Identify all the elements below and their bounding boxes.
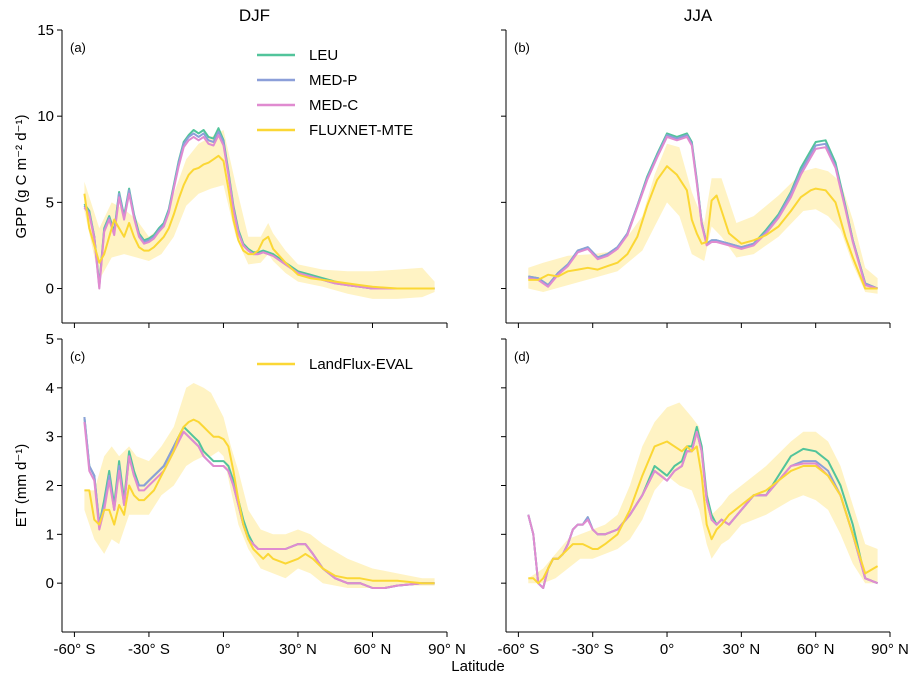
x-tick-label: 0° — [216, 641, 230, 658]
panel-title: JJA — [684, 6, 713, 25]
series-line-landflux-eval — [84, 418, 435, 585]
series-line-landflux-eval — [528, 440, 879, 585]
x-tick-label: -30° S — [572, 641, 614, 658]
x-tick-label: -60° S — [497, 641, 539, 658]
panel-label: (c) — [70, 349, 85, 364]
y-tick-label: 3 — [46, 429, 54, 446]
panel-b-gpp-jja: (b) JJA — [501, 6, 891, 328]
x-tick-label: 60° N — [354, 641, 392, 658]
y-tick-label: 1 — [46, 526, 54, 543]
x-axis-label: Latitude — [451, 658, 504, 675]
series-line-med-p — [83, 130, 435, 290]
y-tick-label: 15 — [37, 22, 54, 39]
series-line-fluxnet-mte — [528, 165, 878, 290]
legend-label: LandFlux-EVAL — [309, 356, 413, 373]
legend-label: LEU — [309, 47, 338, 64]
y-tick-label: 4 — [46, 380, 54, 397]
y-tick-label: 0 — [46, 575, 54, 592]
panel-c-et-djf: 0 1 2 3 4 5 -60° S -30° S 0° 30° N 60° N 90° N (c) ET… — [13, 331, 466, 658]
x-tick-label: 90° N — [428, 641, 466, 658]
x-tick-label: 90° N — [871, 641, 909, 658]
y-tick-label: 5 — [46, 331, 54, 348]
legend-label: MED-C — [309, 97, 358, 114]
y-tick-label: 5 — [46, 194, 54, 211]
y-tick-label: 2 — [46, 478, 54, 495]
y-tick-label: 10 — [37, 108, 54, 125]
panel-label: (a) — [70, 40, 86, 55]
x-tick-label: -60° S — [53, 641, 95, 658]
panel-label: (b) — [514, 40, 530, 55]
series-line-fluxnet-mte — [83, 154, 435, 290]
series-line-med-c — [83, 421, 435, 589]
panel-title: DJF — [239, 6, 270, 25]
panel-d-et-jja: -60° S -30° S 0° 30° N 60° N 90° N (d) — [497, 338, 909, 658]
y-axis-title: GPP (g C m⁻² d⁻¹) — [13, 115, 30, 239]
x-tick-label: 30° N — [279, 641, 317, 658]
legend-label: FLUXNET-MTE — [309, 122, 413, 139]
x-tick-label: 60° N — [797, 641, 835, 658]
series-line-med-c — [83, 134, 435, 290]
y-axis-title: ET (mm d⁻¹) — [13, 444, 30, 527]
y-tick-label: 0 — [46, 281, 54, 298]
panel-a-gpp-djf: 0 5 10 15 (a) DJF GPP (g C m⁻² d⁻¹) LEU MED-P MED… — [13, 6, 448, 328]
x-tick-label: 0° — [660, 641, 674, 658]
uncertainty-band — [84, 130, 435, 299]
series-line-med-c — [528, 135, 878, 290]
x-tick-label: -30° S — [128, 641, 170, 658]
series-line-leu — [83, 127, 435, 290]
uncertainty-band — [84, 383, 435, 588]
uncertainty-band — [528, 143, 878, 294]
legend-label: MED-P — [309, 72, 357, 89]
panel-label: (d) — [514, 349, 530, 364]
x-tick-label: 30° N — [723, 641, 761, 658]
